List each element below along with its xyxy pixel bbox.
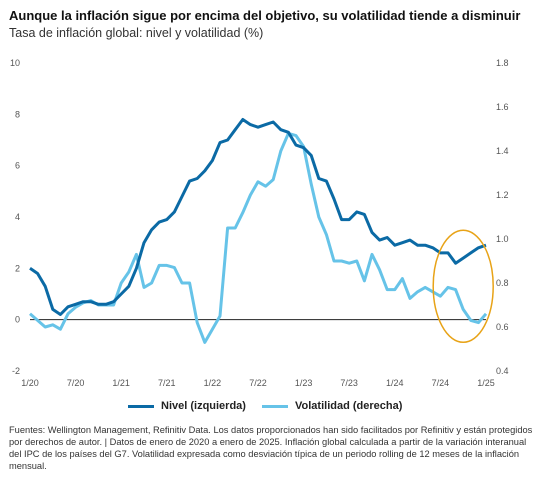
footnote: Fuentes: Wellington Management, Refiniti… [9,425,533,471]
chart-subtitle: Tasa de inflación global: nivel y volati… [9,26,264,40]
y-right-tick-label: 0.4 [496,366,509,376]
legend-swatch-volatilidad [262,404,288,408]
highlight-ellipse [432,229,494,344]
series-line-nivel [29,118,487,316]
y-right-tick-label: 1.0 [496,234,509,244]
y-axis-left: -2 0 2 4 6 8 10 [10,58,20,376]
series-line-volatilidad [29,131,488,344]
y-axis-right: 0.4 0.6 0.8 1.0 1.2 1.4 1.6 1.8 [496,58,509,376]
x-axis: 1/20 7/20 1/21 7/21 1/22 7/22 1/23 7/23 1/24 7/24… [21,378,495,388]
x-tick-label: 7/20 [67,378,85,388]
y-right-tick-label: 1.2 [496,190,509,200]
x-tick-label: 1/22 [204,378,222,388]
x-tick-label: 1/24 [386,378,404,388]
y-right-tick-label: 1.6 [496,102,509,112]
y-right-tick-label: 0.6 [496,322,509,332]
x-tick-label: 1/20 [21,378,39,388]
line-chart: -2 0 2 4 6 8 10 0.4 0.6 0.8 1.0 1.2 1.4 1.6 1.8 1/20 7… [10,58,509,388]
x-tick-label: 1/23 [295,378,313,388]
x-tick-label: 7/22 [249,378,267,388]
y-left-tick-label: 10 [10,58,20,68]
y-left-tick-label: 2 [15,263,20,273]
legend-item-nivel: Nivel (izquierda) [128,400,246,412]
x-tick-label: 7/21 [158,378,176,388]
legend-label-volatilidad: Volatilidad (derecha) [295,400,403,412]
x-tick-label: 7/24 [432,378,450,388]
legend-label-nivel: Nivel (izquierda) [161,400,246,412]
x-tick-label: 1/21 [112,378,130,388]
y-left-tick-label: 4 [15,212,20,222]
y-right-tick-label: 1.8 [496,58,509,68]
y-left-tick-label: 0 [15,315,20,325]
legend: Nivel (izquierda) Volatilidad (derecha) [0,400,547,418]
y-left-tick-label: 8 [15,109,20,119]
x-tick-label: 7/23 [340,378,358,388]
y-left-tick-label: -2 [12,366,20,376]
x-tick-label: 1/25 [477,378,495,388]
y-right-tick-label: 0.8 [496,278,509,288]
legend-swatch-nivel [128,404,154,408]
y-left-tick-label: 6 [15,161,20,171]
legend-item-volatilidad: Volatilidad (derecha) [262,400,402,412]
y-right-tick-label: 1.4 [496,146,509,156]
chart-title: Aunque la inflación sigue por encima del… [9,8,521,23]
